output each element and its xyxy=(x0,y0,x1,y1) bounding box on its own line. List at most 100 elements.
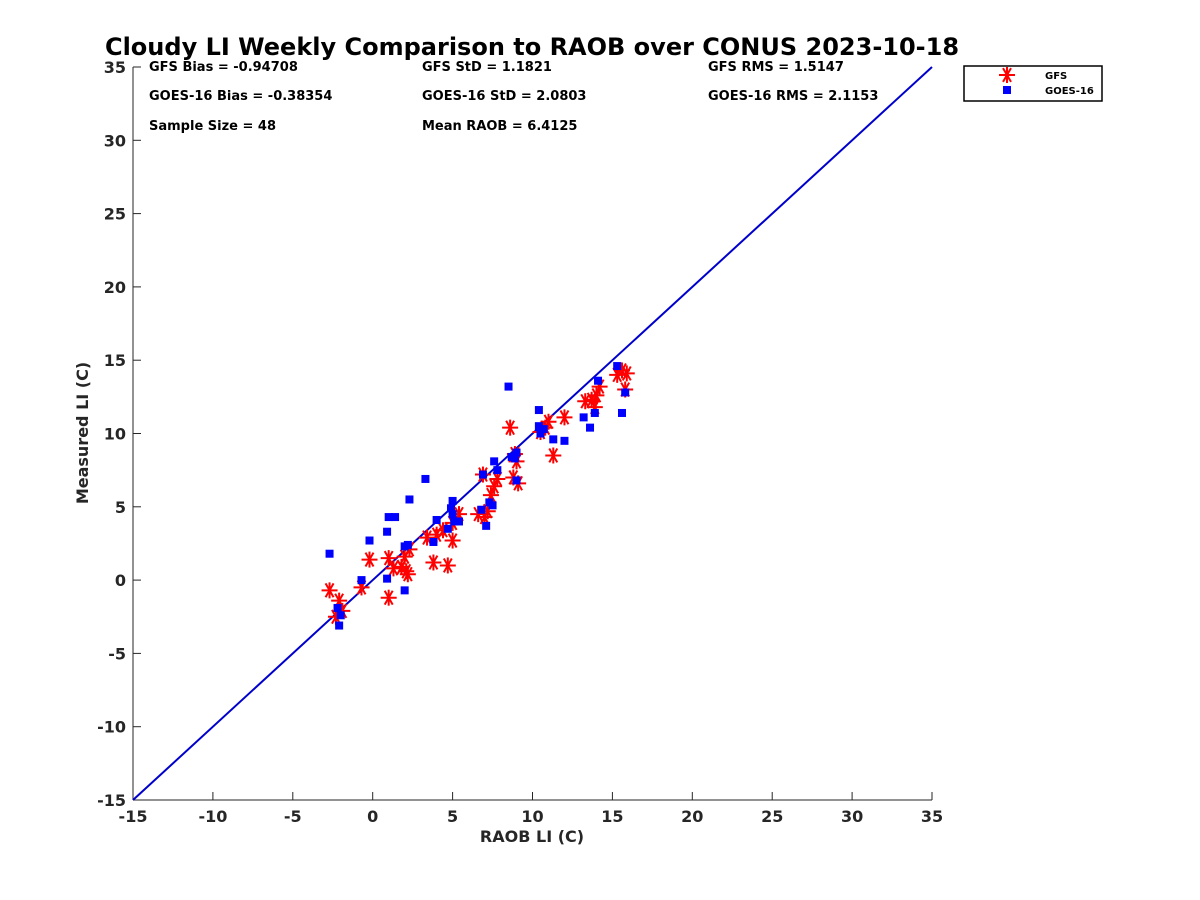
x-axis-label: RAOB LI (C) xyxy=(480,827,584,846)
goes-16-point xyxy=(448,496,457,505)
y-tick-label: 30 xyxy=(104,131,126,150)
goes-16-point xyxy=(534,406,543,415)
gfs-point xyxy=(380,589,397,606)
legend-gfs-marker xyxy=(999,67,1015,83)
y-tick-label: -15 xyxy=(97,791,126,810)
goes-16-point xyxy=(335,621,344,630)
goes-16-point xyxy=(333,603,342,612)
x-tick-label: -15 xyxy=(119,807,148,826)
stat-goes-std: GOES-16 StD = 2.0803 xyxy=(422,89,586,104)
goes-16-point xyxy=(447,504,456,513)
goes-16-point xyxy=(613,362,622,371)
goes-16-point xyxy=(454,517,463,526)
stat-goes-bias: GOES-16 Bias = -0.38354 xyxy=(149,89,332,104)
legend-box xyxy=(963,65,1103,102)
goes-16-point xyxy=(617,408,626,417)
stat-mean-raob: Mean RAOB = 6.4125 xyxy=(422,119,577,134)
goes-16-point xyxy=(504,382,513,391)
legend-goes-16-label: GOES-16 xyxy=(1045,86,1094,97)
legend-gfs-label: GFS xyxy=(1045,71,1067,82)
goes-16-point xyxy=(493,466,502,475)
gfs-point xyxy=(588,387,605,404)
x-tick-label: 0 xyxy=(367,807,378,826)
stat-gfs-rms: GFS RMS = 1.5147 xyxy=(708,60,844,75)
goes-16-point xyxy=(560,436,569,445)
gfs-point xyxy=(618,365,635,382)
gfs-point xyxy=(444,532,461,549)
legend-goes-16-square xyxy=(1003,86,1011,94)
x-tick-label: 15 xyxy=(601,807,623,826)
goes-16-point xyxy=(482,521,491,530)
gfs-point xyxy=(361,551,378,568)
x-tick-label: 25 xyxy=(761,807,783,826)
goes-16-point xyxy=(594,376,603,385)
goes-16-point xyxy=(357,576,366,585)
y-tick-label: -5 xyxy=(108,644,126,663)
goes-16-point xyxy=(512,448,521,457)
gfs-series xyxy=(321,362,635,625)
y-tick-label: 5 xyxy=(115,498,126,517)
y-axis-label: Measured LI (C) xyxy=(73,362,92,504)
x-tick-label: 30 xyxy=(841,807,863,826)
goes-16-point xyxy=(534,422,543,431)
stat-sample-size: Sample Size = 48 xyxy=(149,119,276,134)
y-tick-label: 0 xyxy=(115,571,126,590)
goes-16-point xyxy=(432,515,441,524)
y-tick-label: 25 xyxy=(104,205,126,224)
goes-16-series xyxy=(325,362,630,630)
goes-16-point xyxy=(383,574,392,583)
goes-16-point xyxy=(443,524,452,533)
gfs-point xyxy=(502,419,519,436)
goes-16-point xyxy=(325,549,334,558)
goes-16-point xyxy=(478,470,487,479)
chart-title: Cloudy LI Weekly Comparison to RAOB over… xyxy=(105,33,959,61)
goes-16-point xyxy=(590,408,599,417)
one-to-one-reference-line xyxy=(132,66,933,801)
legend-gfs-asterisk xyxy=(999,67,1015,83)
gfs-point xyxy=(556,409,573,426)
goes-16-point xyxy=(391,513,400,522)
y-tick-label: 20 xyxy=(104,278,126,297)
y-tick-label: -10 xyxy=(97,718,126,737)
goes-16-point xyxy=(450,517,459,526)
goes-16-point xyxy=(621,388,630,397)
y-tick-label: 35 xyxy=(104,58,126,77)
x-tick-label: -5 xyxy=(284,807,302,826)
legend-goes-16-marker xyxy=(1003,86,1011,94)
goes-16-point xyxy=(383,527,392,536)
goes-16-point xyxy=(448,510,457,519)
goes-16-point xyxy=(490,457,499,466)
gfs-point xyxy=(439,557,456,574)
goes-16-point xyxy=(336,611,345,620)
goes-16-point xyxy=(586,423,595,432)
x-tick-label: 5 xyxy=(447,807,458,826)
x-axis-ticks: -15 -10 -5 0 5 10 15 20 25 30 35 xyxy=(119,792,943,826)
gfs-point xyxy=(385,560,402,577)
goes-16-point xyxy=(536,429,545,438)
gfs-point xyxy=(425,554,442,571)
y-tick-label: 10 xyxy=(104,425,126,444)
gfs-point xyxy=(399,566,416,583)
stat-gfs-std: GFS StD = 1.1821 xyxy=(422,60,552,75)
y-axis-ticks: -15 -10 -5 0 5 10 15 20 25 30 35 xyxy=(97,58,141,810)
goes-16-point xyxy=(400,586,409,595)
goes-16-point xyxy=(405,495,414,504)
goes-16-point xyxy=(429,537,438,546)
gfs-point xyxy=(545,447,562,464)
legend: GFS GOES-16 xyxy=(963,65,1103,102)
x-tick-label: 35 xyxy=(921,807,943,826)
goes-16-point xyxy=(510,454,519,463)
stat-gfs-bias: GFS Bias = -0.94708 xyxy=(149,60,298,75)
x-tick-label: 10 xyxy=(521,807,543,826)
x-tick-label: 20 xyxy=(681,807,703,826)
goes-16-point xyxy=(477,505,486,514)
y-tick-label: 15 xyxy=(104,351,126,370)
goes-16-point xyxy=(384,513,393,522)
goes-16-point xyxy=(539,425,548,434)
goes-16-point xyxy=(421,474,430,483)
goes-16-point xyxy=(579,413,588,422)
goes-16-point xyxy=(549,435,558,444)
x-tick-label: -10 xyxy=(198,807,227,826)
gfs-point xyxy=(321,582,338,599)
